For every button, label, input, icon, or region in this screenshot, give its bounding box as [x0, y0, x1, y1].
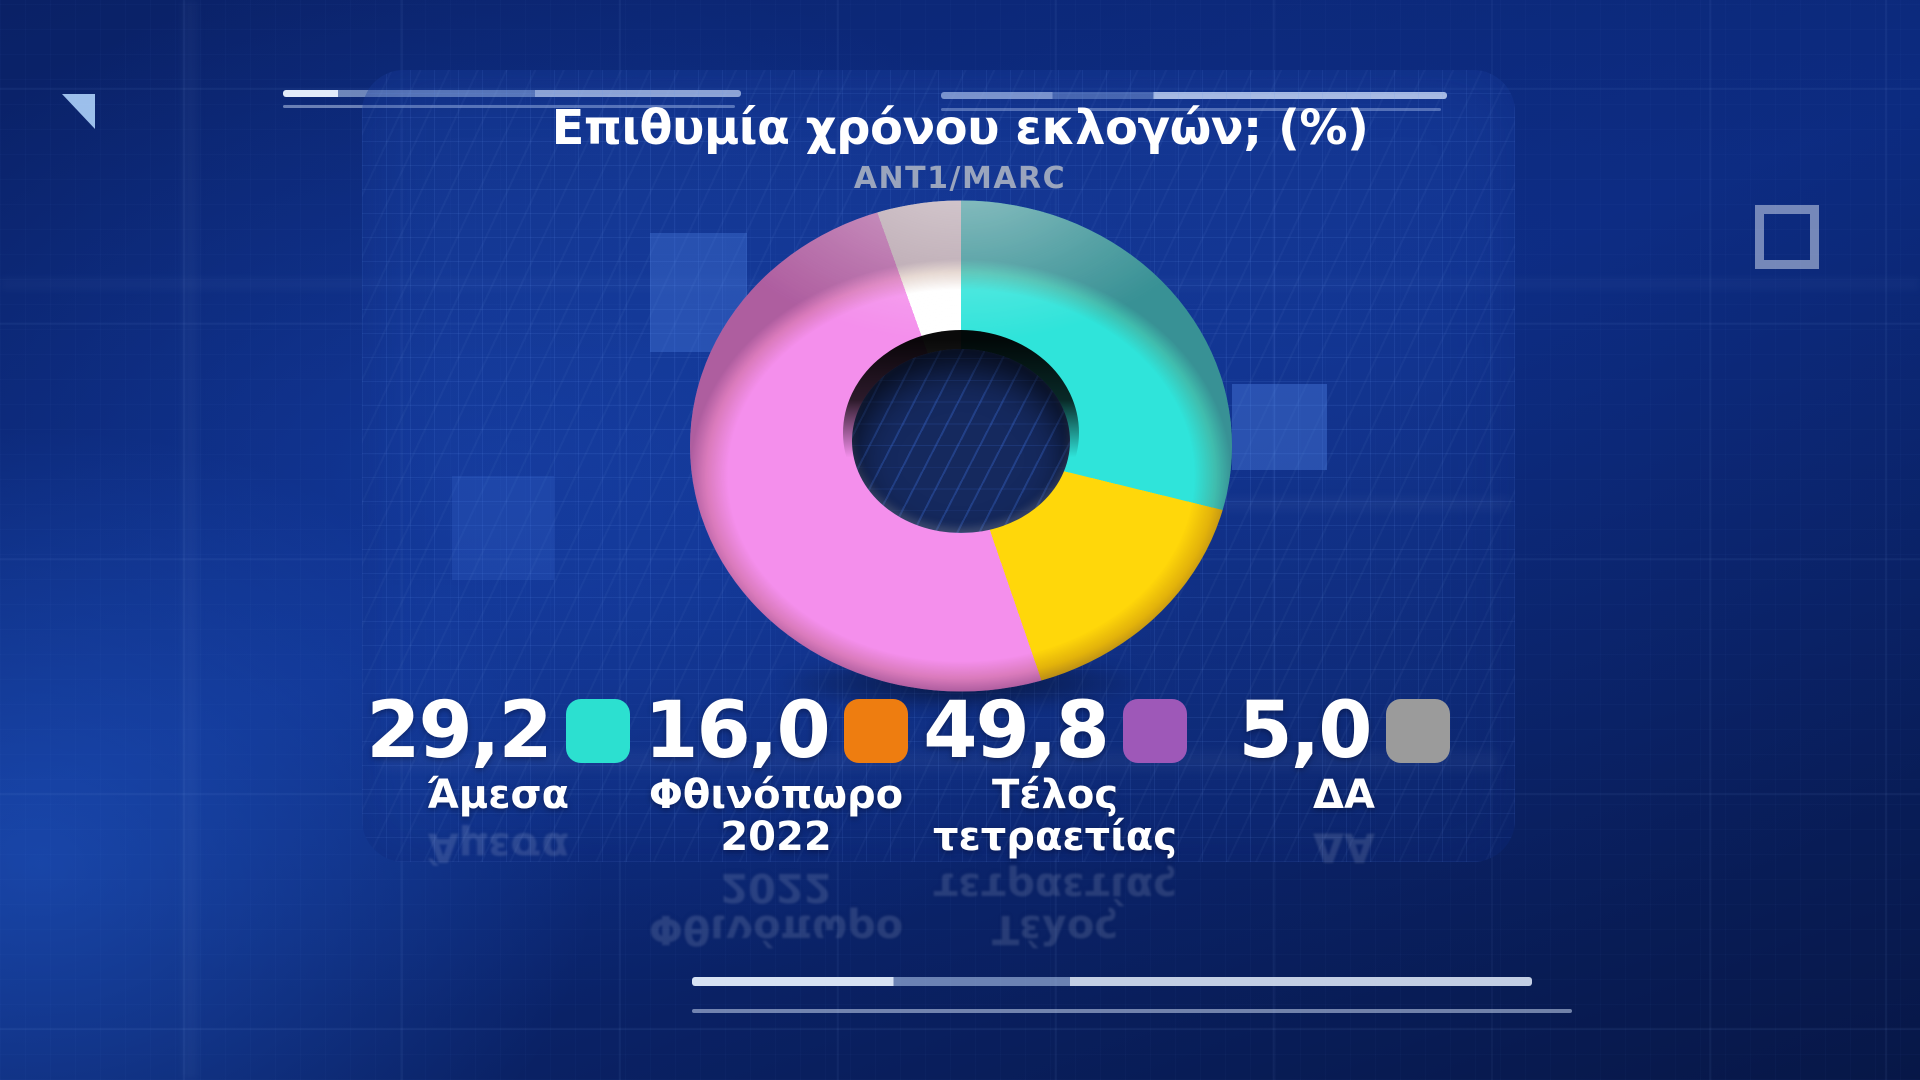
chart-title: Επιθυμία χρόνου εκλογών; (%)	[551, 100, 1369, 156]
chart-subtitle: ANT1/MARC	[853, 161, 1067, 196]
legend-swatch	[843, 699, 908, 763]
legend-label: Τέλος τετραετίας	[932, 772, 1177, 860]
legend-value: 49,8	[923, 686, 1109, 776]
legend-label: Άμεσα	[426, 772, 570, 818]
legend-swatch	[1122, 699, 1187, 763]
legend-item: 16,0 Φθινόπωρο 2022 Φθινόπωρο 2022	[606, 686, 946, 952]
panel-glow-band	[380, 752, 1500, 770]
legend-label: ΔΑ	[1313, 772, 1375, 818]
legend-swatch	[565, 699, 630, 763]
legend-label: Φθινόπωρο 2022	[648, 772, 904, 860]
legend-value: 29,2	[366, 686, 552, 776]
legend-label-reflection: ΔΑ	[1313, 823, 1375, 870]
legend-item: 49,8 Τέλος τετραετίας Τέλος τετραετίας	[885, 686, 1225, 953]
legend-item: 29,2 Άμεσα Άμεσα	[328, 686, 668, 869]
legend-swatch	[1385, 699, 1450, 763]
panel-square-decoration	[452, 476, 554, 580]
legend-value: 16,0	[644, 686, 830, 776]
donut-hole	[852, 349, 1070, 533]
legend-item: 5,0 ΔΑ ΔΑ	[1174, 686, 1514, 870]
panel-square-decoration	[1232, 384, 1327, 470]
legend-value: 5,0	[1238, 686, 1372, 776]
donut-chart	[690, 200, 1232, 692]
legend-label-reflection: Τέλος τετραετίας	[932, 864, 1177, 953]
